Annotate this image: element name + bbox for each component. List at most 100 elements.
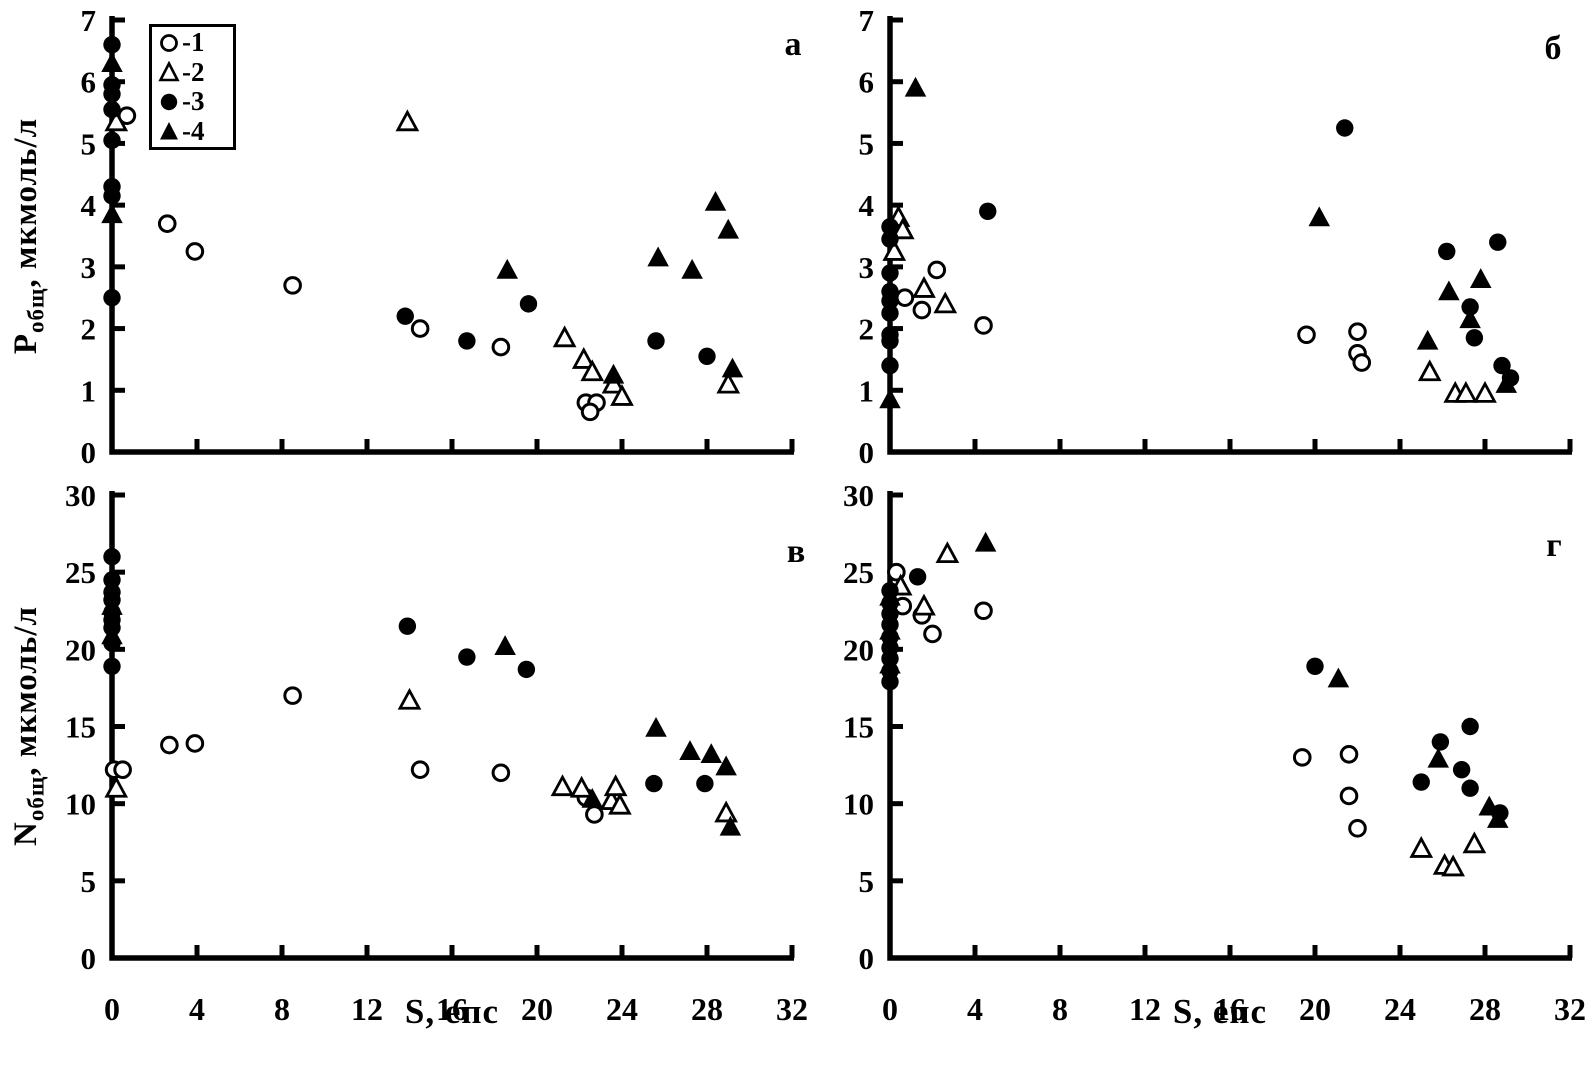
- open-triangle-marker: [104, 109, 129, 132]
- x-tick-label: 16: [1214, 991, 1246, 1027]
- open-triangle-icon: [158, 61, 180, 82]
- y-tick-label: 0: [81, 941, 97, 976]
- series-2-open-triangle: [882, 205, 1497, 403]
- axes: 0 1 2 3 4 5 6 7: [81, 3, 795, 470]
- open-triangle-marker: [397, 687, 422, 710]
- filled-triangle-marker: [1416, 329, 1439, 350]
- y-tick-label: 15: [843, 710, 874, 745]
- y-axis-title-p-total: Pобщ, мкмоль/л: [8, 6, 52, 466]
- series-1-open-circle: [117, 106, 606, 422]
- filled-circle-icon: [160, 93, 178, 110]
- filled-triangle-marker: [679, 740, 701, 760]
- open-circle-marker: [912, 300, 932, 320]
- axis-lines: [109, 491, 794, 961]
- filled-triangle-marker: [494, 635, 516, 655]
- filled-triangle-marker: [101, 624, 123, 645]
- x-tick-label: 28: [1469, 991, 1501, 1027]
- x-tick-label: 12: [1129, 991, 1161, 1027]
- series-2-open-triangle: [104, 109, 741, 406]
- series-4-filled-triangle: [101, 52, 744, 384]
- open-triangle-marker: [550, 774, 575, 797]
- filled-triangle-marker: [704, 190, 727, 211]
- axes: 0 5 10 15 20 25 30 0 4 8 12 16 20 24 28 32: [65, 478, 808, 1027]
- filled-triangle-marker: [717, 218, 740, 239]
- open-circle-marker: [491, 337, 511, 357]
- filled-circle-marker: [908, 568, 927, 586]
- filled-circle-marker: [519, 295, 538, 313]
- open-triangle-marker: [603, 774, 628, 797]
- x-tick-label: 28: [691, 991, 723, 1027]
- open-triangle-marker: [1454, 380, 1478, 403]
- filled-circle-marker: [1489, 233, 1507, 251]
- filled-triangle-marker: [1459, 308, 1481, 329]
- open-circle-marker: [1348, 819, 1367, 838]
- filled-triangle-marker: [101, 203, 123, 224]
- y-tick-label: 25: [65, 555, 96, 590]
- filled-circle-marker: [1493, 356, 1511, 375]
- filled-triangle-marker: [681, 258, 703, 279]
- open-circle-marker: [160, 735, 179, 755]
- filled-circle-marker: [103, 548, 121, 566]
- y-tick-label: 1: [81, 373, 97, 408]
- open-triangle-marker: [104, 775, 129, 798]
- y-tick-label: 30: [843, 478, 874, 513]
- filled-triangle-marker: [101, 52, 123, 72]
- y-tick-label: 3: [859, 250, 875, 285]
- filled-triangle-marker: [879, 388, 901, 409]
- filled-triangle-marker: [904, 76, 927, 97]
- filled-circle-marker: [458, 332, 476, 350]
- legend-row-3: -3: [158, 88, 233, 115]
- legend-row-1: -1: [158, 29, 233, 56]
- filled-circle-marker: [103, 657, 121, 676]
- y-tick-label: 5: [859, 126, 875, 161]
- filled-triangle-marker: [879, 619, 901, 640]
- y-tick-label: 10: [65, 787, 96, 822]
- open-circle-marker: [1339, 786, 1359, 806]
- open-circle-marker: [1297, 325, 1316, 345]
- open-triangle-marker: [882, 238, 907, 261]
- open-circle-icon: [160, 33, 178, 52]
- filled-circle-marker: [396, 307, 414, 325]
- x-tick-label: 20: [1299, 991, 1331, 1027]
- y-tick-label: 10: [843, 787, 874, 822]
- legend-box: -1 -2 -3 -4: [149, 24, 236, 150]
- x-tick-label: 4: [189, 991, 205, 1027]
- filled-circle-marker: [1438, 242, 1456, 261]
- filled-circle-marker: [103, 187, 121, 205]
- y-axis-title-n-units: , мкмоль/л: [8, 606, 44, 776]
- open-circle-marker: [1339, 744, 1359, 764]
- axis-lines: [887, 16, 1572, 455]
- filled-circle-marker: [698, 347, 716, 366]
- y-tick-label: 25: [843, 555, 874, 590]
- open-triangle-marker: [935, 541, 960, 564]
- filled-circle-marker: [458, 648, 476, 666]
- filled-circle-marker: [1431, 733, 1450, 751]
- open-circle-marker: [185, 242, 205, 261]
- y-tick-label: 5: [859, 864, 875, 899]
- open-triangle-marker: [571, 346, 596, 369]
- open-circle-marker: [283, 276, 302, 295]
- y-tick-label: 6: [81, 65, 97, 100]
- open-circle-marker: [585, 805, 604, 824]
- open-circle-marker: [410, 319, 430, 338]
- open-triangle-marker: [1409, 835, 1434, 858]
- filled-circle-marker: [1412, 773, 1430, 791]
- filled-triangle-icon: [160, 122, 178, 140]
- panel-г-plot: 0 5 10 15 20 25 30 0 4 8 12 16 20 24 28 32: [843, 478, 1586, 1027]
- open-triangle-marker: [1462, 831, 1487, 854]
- filled-triangle-marker: [879, 585, 901, 606]
- filled-triangle-marker: [602, 363, 625, 384]
- open-triangle-marker: [1417, 359, 1442, 382]
- legend-label-1: -1: [182, 27, 205, 58]
- filled-circle-marker: [1461, 298, 1479, 316]
- x-tick-label: 12: [351, 991, 383, 1027]
- open-triangle-marker: [395, 109, 420, 132]
- filled-triangle-marker: [1469, 268, 1492, 288]
- y-axis-title-p-main: P: [8, 333, 44, 355]
- filled-circle-marker: [979, 202, 997, 221]
- filled-triangle-marker: [1308, 206, 1331, 227]
- filled-triangle-marker: [496, 258, 519, 279]
- filled-circle-marker: [881, 673, 899, 691]
